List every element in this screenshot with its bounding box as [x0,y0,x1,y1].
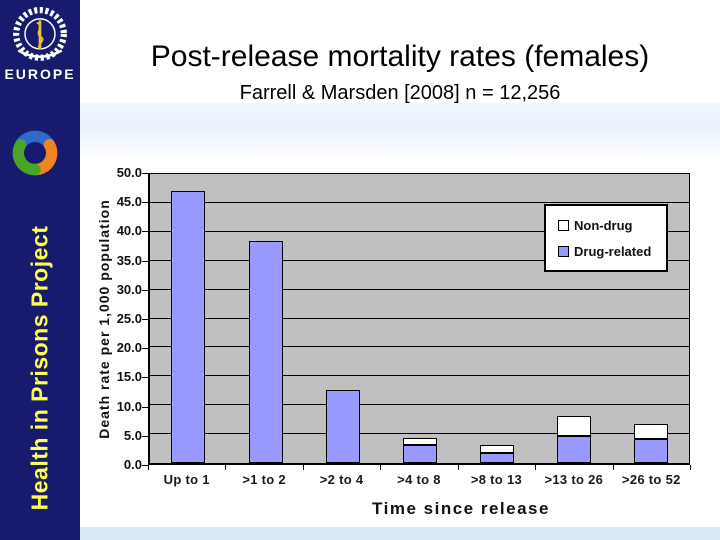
y-axis-tick-mark [142,406,148,408]
bar-segment-drug-related [633,438,668,463]
slide-subtitle: Farrell & Marsden [2008] n = 12,256 [239,82,561,104]
bottom-strip [80,527,720,540]
bar-segment-drug-related [171,191,206,463]
gridline [150,346,689,348]
x-axis-tick-mark [225,465,227,470]
legend-item: Drug-related [558,244,666,259]
gridline [150,404,689,406]
legend-label: Drug-related [574,243,652,259]
gridline [150,317,689,319]
legend-swatch [558,219,569,231]
bar-segment-non-drug [402,438,437,445]
x-axis-category-label: >13 to 26 [544,472,604,487]
sidebar: EUROPE Health in Prisons Project [0,0,80,540]
bar-segment-non-drug [556,415,591,437]
legend-label: Non-drug [574,217,633,233]
slide-title: Post-release mortality rates (females) [150,40,650,73]
y-axis-tick-label: 20.0 [116,340,142,356]
y-axis-tick-label: 0.0 [123,457,142,472]
bar-segment-drug-related [325,389,360,463]
y-axis-tick-mark [142,465,148,466]
x-axis-tick-mark [690,465,691,470]
who-europe-label: EUROPE [4,66,76,82]
legend-item: Non-drug [558,218,666,233]
y-axis-tick-mark [142,435,148,437]
gridline [150,433,689,435]
bar-segment-drug-related [248,241,283,463]
x-axis-category-label: >1 to 2 [242,472,286,487]
x-axis-tick-mark [457,465,459,470]
y-axis-tick-mark [142,289,148,291]
bar-segment-drug-related [402,444,437,463]
hipp-swirl-icon [12,130,58,176]
y-axis-tick-label: 50.0 [116,165,142,180]
y-axis-tick-mark [142,348,148,350]
y-axis-tick-label: 5.0 [123,427,142,443]
y-axis-tick-label: 25.0 [116,311,142,326]
legend-swatch [558,245,569,257]
x-axis-tick-mark [148,465,149,470]
y-axis-tick-label: 15.0 [116,369,142,385]
gridline [150,288,689,290]
x-axis-category-label: >26 to 52 [621,472,681,487]
y-axis-tick-label: 10.0 [116,398,142,414]
y-axis-tick-label: 30.0 [116,281,142,297]
x-axis-tick-mark [535,465,537,470]
y-axis-tick-mark [142,173,148,174]
y-axis-tick-label: 40.0 [116,223,142,239]
y-axis-tick-mark [142,202,148,204]
gridline [150,230,689,232]
bar-segment-drug-related [556,436,591,463]
x-axis-category-label: >2 to 4 [319,472,364,487]
x-axis-category-label: >8 to 13 [470,472,523,487]
y-axis-tick-mark [142,260,148,262]
x-axis-category-label: Up to 1 [163,472,210,487]
bar-segment-non-drug [479,444,514,453]
who-emblem-icon [13,7,67,61]
y-axis-tick-label: 45.0 [116,194,142,210]
bar-segment-non-drug [633,424,668,439]
gridline [150,259,689,261]
x-axis-title: Time since release [372,499,550,518]
bar-chart: Death rate per 1,000 population Time sin… [88,155,720,527]
bar-segment-drug-related [479,452,514,463]
gridline [150,375,689,377]
x-axis-tick-mark [380,465,382,470]
background-band [80,103,720,158]
gridline [150,201,689,203]
x-axis-tick-mark [302,465,304,470]
y-axis-tick-mark [142,319,148,320]
y-axis-tick-label: 35.0 [116,252,142,268]
x-axis-tick-mark [612,465,614,470]
y-axis-tick-mark [142,377,148,379]
x-axis-category-label: >4 to 8 [397,472,441,487]
chart-legend: Non-drug Drug-related [544,204,668,272]
y-axis-tick-mark [142,231,148,233]
sidebar-vertical-title: Health in Prisons Project [26,225,53,511]
